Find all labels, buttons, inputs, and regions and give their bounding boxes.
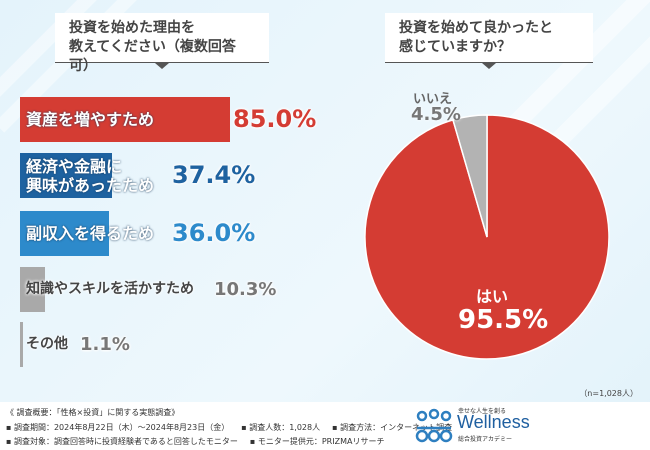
bar	[20, 267, 46, 312]
survey-count: ▪ 調査人数：1,028人	[241, 423, 321, 432]
logo-subtitle: 総合投資アカデミー	[458, 436, 513, 443]
bar	[20, 153, 113, 198]
bar-label-line: 副収入を得るため	[26, 224, 155, 243]
bar-value-label: 36.0%	[172, 219, 256, 247]
right-title-line: 感じていますか？	[399, 39, 511, 55]
bar-value-label: 1.1%	[80, 334, 130, 355]
survey-method: ▪ 調査方法：インターネット調査	[332, 423, 453, 432]
bar	[20, 97, 230, 142]
bar	[20, 211, 109, 256]
bar	[20, 322, 23, 367]
pie-slice	[452, 114, 488, 238]
left-title-line: 教えてください（複数回答可）	[69, 39, 236, 74]
footer-row: ▪ 調査対象：調査回答時に投資経験者であると回答したモニター ▪ モニター提供元…	[6, 436, 384, 447]
bar-label: 経済や金融に 興味があったため	[26, 157, 154, 195]
pie-label-yes: はい	[476, 287, 509, 306]
pie-value-no: 4.5%	[411, 104, 461, 125]
bar-label-line: 資産を増やすため	[26, 110, 155, 129]
survey-summary: 《 調査概要：「性格×投資」に関する実態調査》	[6, 408, 180, 417]
pie-chart	[364, 114, 610, 360]
footer: 《 調査概要：「性格×投資」に関する実態調査》 ▪ 調査期間：2024年8月22…	[0, 402, 650, 450]
survey-period: ▪ 調査期間：2024年8月22日（木）～2024年8月23日（金）	[6, 423, 230, 432]
left-question: 投資を始めた理由を 教えてください（複数回答可）	[55, 13, 269, 74]
logo-name: Wellness	[457, 412, 530, 432]
wellness-logo-icon	[414, 408, 454, 444]
bar-label-line: 経済や金融に	[26, 157, 123, 176]
left-title-line: 投資を始めた理由を	[69, 20, 195, 36]
pie-value-yes: 95.5%	[458, 305, 549, 335]
bar-label-line: 興味があったため	[26, 176, 155, 195]
bar-value-label: 10.3%	[214, 279, 277, 300]
bar-label: その他	[26, 335, 68, 354]
bar-value-label: 85.0%	[233, 105, 317, 133]
pie-label-no: いいえ	[413, 92, 453, 107]
right-title-line: 投資を始めて良かったと	[399, 20, 553, 36]
bar-label: 副収入を得るため	[26, 224, 154, 243]
bar-label: 資産を増やすため	[26, 110, 154, 129]
bar-label-line: 知識やスキルを活かすため	[26, 281, 194, 297]
survey-target: ▪ 調査対象：調査回答時に投資経験者であると回答したモニター	[6, 437, 238, 446]
bar-label-line: その他	[26, 336, 68, 352]
survey-provider: ▪ モニター提供元：PRIZMAリサーチ	[249, 437, 385, 446]
bar-label: 知識やスキルを活かすため	[26, 280, 194, 299]
footer-row: ▪ 調査期間：2024年8月22日（木）～2024年8月23日（金） ▪ 調査人…	[6, 422, 452, 433]
sample-size: （n=1,028人）	[579, 389, 638, 398]
bar-value-label: 37.4%	[172, 161, 256, 189]
right-question: 投資を始めて良かったと 感じていますか？	[385, 13, 593, 69]
logo-tagline: 幸せな人生を創る	[458, 408, 507, 415]
